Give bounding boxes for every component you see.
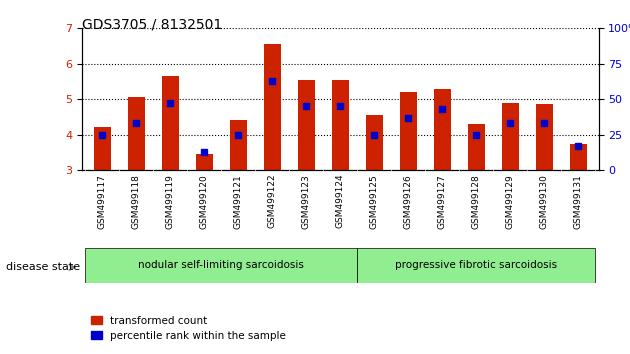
Text: GSM499119: GSM499119 xyxy=(166,174,175,229)
Bar xyxy=(433,88,450,170)
Bar xyxy=(128,97,145,170)
Text: GSM499120: GSM499120 xyxy=(200,174,209,229)
Text: progressive fibrotic sarcoidosis: progressive fibrotic sarcoidosis xyxy=(395,261,557,270)
Text: GSM499123: GSM499123 xyxy=(302,174,311,229)
Bar xyxy=(399,92,416,170)
Bar xyxy=(230,120,247,170)
Text: GSM499127: GSM499127 xyxy=(438,174,447,229)
Bar xyxy=(264,44,281,170)
Legend: transformed count, percentile rank within the sample: transformed count, percentile rank withi… xyxy=(87,312,290,345)
Text: GSM499129: GSM499129 xyxy=(506,174,515,229)
Text: GSM499125: GSM499125 xyxy=(370,174,379,229)
Bar xyxy=(570,144,587,170)
Text: GSM499131: GSM499131 xyxy=(573,174,583,229)
Bar xyxy=(162,76,179,170)
Bar xyxy=(94,127,111,170)
Text: nodular self-limiting sarcoidosis: nodular self-limiting sarcoidosis xyxy=(139,261,304,270)
Text: GSM499118: GSM499118 xyxy=(132,174,140,229)
Bar xyxy=(365,115,382,170)
Bar xyxy=(298,80,315,170)
Text: disease state: disease state xyxy=(6,262,81,272)
Bar xyxy=(332,80,348,170)
Bar xyxy=(196,154,213,170)
Text: GSM499117: GSM499117 xyxy=(98,174,107,229)
Text: GSM499130: GSM499130 xyxy=(540,174,549,229)
Text: GDS3705 / 8132501: GDS3705 / 8132501 xyxy=(82,18,222,32)
Bar xyxy=(501,103,518,170)
Text: GSM499128: GSM499128 xyxy=(472,174,481,229)
Bar xyxy=(467,124,484,170)
Bar xyxy=(536,104,553,170)
Text: GSM499126: GSM499126 xyxy=(404,174,413,229)
Text: GSM499124: GSM499124 xyxy=(336,174,345,228)
Text: GSM499122: GSM499122 xyxy=(268,174,277,228)
Text: GSM499121: GSM499121 xyxy=(234,174,243,229)
Bar xyxy=(85,248,357,283)
Bar xyxy=(357,248,595,283)
